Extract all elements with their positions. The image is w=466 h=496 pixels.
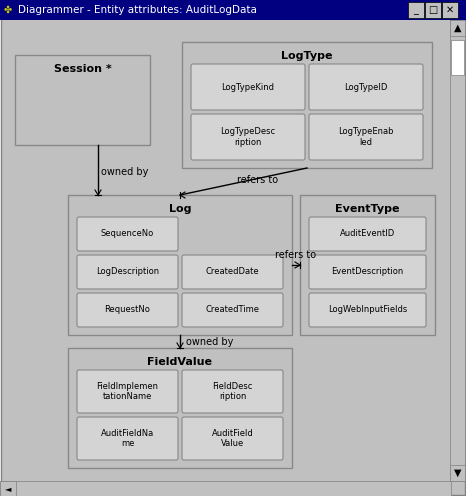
Text: ◄: ◄ bbox=[5, 484, 11, 493]
Text: ▲: ▲ bbox=[454, 23, 461, 33]
Text: Log: Log bbox=[169, 204, 191, 214]
FancyBboxPatch shape bbox=[182, 417, 283, 460]
Bar bbox=[0, 0, 466, 20]
Bar bbox=[450, 20, 465, 36]
Bar bbox=[450, 20, 465, 481]
Text: ▼: ▼ bbox=[454, 468, 461, 478]
Text: Session *: Session * bbox=[54, 64, 111, 74]
Text: EventDescription: EventDescription bbox=[331, 267, 404, 276]
Text: Diagrammer - Entity attributes: AuditLogData: Diagrammer - Entity attributes: AuditLog… bbox=[18, 5, 257, 15]
Bar bbox=[15, 55, 150, 145]
Bar bbox=[68, 195, 292, 335]
Text: □: □ bbox=[428, 5, 438, 15]
Bar bbox=[425, 2, 441, 18]
FancyBboxPatch shape bbox=[309, 114, 423, 160]
Bar bbox=[442, 2, 458, 18]
Text: LogDescription: LogDescription bbox=[96, 267, 159, 276]
FancyBboxPatch shape bbox=[309, 64, 423, 110]
Text: AuditField
Value: AuditField Value bbox=[212, 429, 254, 448]
FancyBboxPatch shape bbox=[309, 255, 426, 289]
Text: LogTypeID: LogTypeID bbox=[344, 82, 388, 91]
Text: _: _ bbox=[413, 5, 418, 15]
FancyBboxPatch shape bbox=[191, 64, 305, 110]
Text: refers to: refers to bbox=[275, 250, 316, 260]
FancyBboxPatch shape bbox=[182, 293, 283, 327]
FancyBboxPatch shape bbox=[77, 417, 178, 460]
Text: ✕: ✕ bbox=[446, 5, 454, 15]
FancyBboxPatch shape bbox=[77, 255, 178, 289]
Bar bbox=[451, 40, 464, 75]
Text: EventType: EventType bbox=[335, 204, 400, 214]
Text: owned by: owned by bbox=[101, 167, 149, 177]
Text: RequestNo: RequestNo bbox=[104, 306, 151, 314]
Bar bbox=[408, 2, 424, 18]
Text: CreatedDate: CreatedDate bbox=[206, 267, 259, 276]
Text: FieldValue: FieldValue bbox=[148, 357, 212, 367]
Text: LogWebInputFields: LogWebInputFields bbox=[328, 306, 407, 314]
Text: LogTypeKind: LogTypeKind bbox=[221, 82, 274, 91]
FancyBboxPatch shape bbox=[182, 370, 283, 413]
Bar bbox=[450, 465, 465, 481]
Bar bbox=[300, 195, 435, 335]
Text: ✤: ✤ bbox=[4, 5, 12, 15]
FancyBboxPatch shape bbox=[77, 370, 178, 413]
Text: LogType: LogType bbox=[281, 51, 333, 61]
FancyBboxPatch shape bbox=[182, 255, 283, 289]
Bar bbox=[0, 481, 451, 496]
Text: FieldImplemen
tationName: FieldImplemen tationName bbox=[96, 382, 158, 401]
Text: AuditFieldNa
me: AuditFieldNa me bbox=[101, 429, 154, 448]
Bar bbox=[0, 481, 16, 496]
Text: FieldDesc
ription: FieldDesc ription bbox=[212, 382, 253, 401]
Text: LogTypeEnab
led: LogTypeEnab led bbox=[338, 127, 394, 147]
FancyBboxPatch shape bbox=[191, 114, 305, 160]
Bar bbox=[68, 348, 292, 468]
FancyBboxPatch shape bbox=[309, 217, 426, 251]
FancyBboxPatch shape bbox=[77, 293, 178, 327]
FancyBboxPatch shape bbox=[77, 217, 178, 251]
FancyBboxPatch shape bbox=[309, 293, 426, 327]
Text: LogTypeDesc
ription: LogTypeDesc ription bbox=[220, 127, 275, 147]
Text: CreatedTime: CreatedTime bbox=[206, 306, 260, 314]
Text: owned by: owned by bbox=[186, 337, 233, 347]
Text: refers to: refers to bbox=[238, 175, 279, 185]
Text: AuditEventID: AuditEventID bbox=[340, 230, 395, 239]
Text: SequenceNo: SequenceNo bbox=[101, 230, 154, 239]
Bar bbox=[182, 42, 432, 168]
